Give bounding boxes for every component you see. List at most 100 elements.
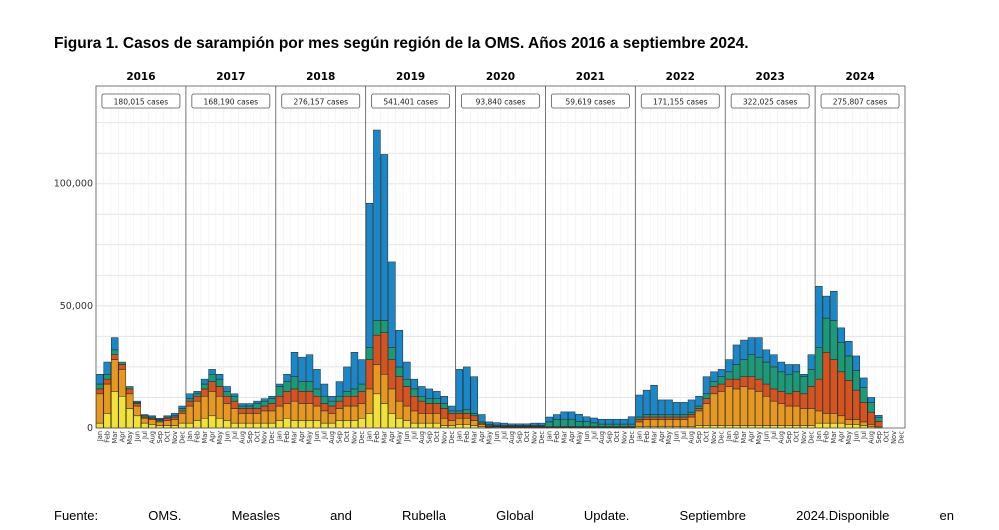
bar-segment-yellow	[140, 422, 149, 429]
x-tick-label: Jan	[635, 431, 643, 442]
bar-segment-red	[440, 408, 449, 419]
x-tick-label: Feb	[193, 431, 201, 443]
bar-segment-blue	[732, 344, 741, 365]
x-tick-label: Jul	[500, 431, 508, 440]
bar-segment-red	[762, 383, 771, 397]
x-tick-label: Jul	[321, 431, 329, 440]
bar-segment-green	[283, 381, 291, 392]
bar-segment-orange	[867, 424, 875, 428]
bar-segment-green	[373, 320, 381, 336]
x-tick-label: Nov	[441, 431, 449, 444]
bar-segment-orange	[837, 415, 846, 424]
x-tick-label: Oct	[253, 431, 261, 443]
x-tick-label: Feb	[823, 431, 831, 443]
bar-segment-yellow	[822, 422, 831, 429]
bar-segment-red	[875, 421, 883, 427]
bar-segment-orange	[328, 413, 336, 424]
bar-segment-orange	[680, 419, 688, 428]
bar-segment-red	[111, 354, 119, 360]
bar-segment-yellow	[245, 422, 254, 429]
bar-segment-blue	[815, 286, 823, 348]
source-footer: Fuente: OMS. Measles and Rubella Global Update…	[54, 508, 954, 523]
bar-segment-green	[350, 388, 359, 397]
bar-segment-blue	[702, 376, 711, 395]
bar-segment-green	[590, 422, 598, 427]
bar-segment-green	[830, 320, 838, 360]
x-tick-label: Dec	[358, 431, 366, 444]
bar-segment-orange	[155, 421, 164, 426]
bar-segment-orange	[253, 413, 261, 424]
bar-segment-blue	[200, 378, 209, 385]
bar-segment-red	[373, 334, 381, 365]
bar-segment-orange	[320, 410, 329, 424]
year-total-label: 275,807 cases	[833, 98, 888, 107]
bar-segment-blue	[103, 361, 111, 375]
bar-segment-green	[702, 393, 711, 399]
bar-segment-red	[695, 408, 703, 412]
x-tick-label: Dec	[448, 431, 456, 444]
bar-segment-blue	[567, 411, 576, 420]
bar-segment-blue	[478, 414, 486, 423]
x-tick-label: Feb	[103, 431, 111, 443]
x-tick-label: Feb	[463, 431, 471, 443]
bar-segment-green	[597, 423, 606, 427]
bar-segment-red	[193, 395, 201, 402]
bar-segment-orange	[695, 410, 703, 426]
bar-segment-red	[103, 378, 111, 385]
y-tick-label: 50,000	[60, 301, 93, 312]
bar-segment-blue	[260, 398, 269, 402]
x-tick-label: Feb	[733, 431, 741, 443]
bar-segment-orange	[350, 405, 359, 421]
x-tick-label: Nov	[710, 431, 718, 444]
bar-segment-blue	[305, 354, 314, 382]
x-tick-label: Jul	[231, 431, 239, 440]
x-tick-label: Jun	[673, 431, 681, 442]
bar-segment-blue	[178, 405, 186, 409]
bar-segment-green	[695, 405, 703, 409]
bar-segment-blue	[695, 395, 703, 407]
bar-segment-red	[313, 395, 321, 407]
bar-segment-blue	[320, 383, 329, 397]
footer-word: Septiembre	[679, 508, 747, 523]
bar-segment-red	[238, 408, 246, 414]
bar-segment-green	[867, 402, 875, 413]
bar-segment-yellow	[185, 422, 194, 429]
bar-segment-orange	[118, 369, 126, 397]
year-total-box	[461, 93, 540, 109]
bar-segment-green	[740, 359, 748, 377]
bar-segment-blue	[852, 355, 861, 371]
bar-segment-orange	[755, 391, 763, 426]
bar-segment-green	[215, 378, 224, 387]
bar-segment-red	[463, 413, 471, 419]
footer-word: and	[330, 508, 352, 523]
bar-segment-orange	[657, 419, 666, 428]
x-tick-label: Apr	[388, 431, 396, 443]
year-label: 2020	[486, 71, 515, 83]
bar-segment-green	[650, 414, 658, 418]
x-tick-label: Jan	[545, 431, 553, 442]
bar-segment-yellow	[208, 415, 216, 429]
bar-segment-blue	[223, 386, 231, 392]
x-tick-label: May	[665, 431, 673, 445]
bar-segment-red	[118, 364, 126, 370]
bar-segment-green	[612, 423, 621, 427]
bar-segment-orange	[148, 419, 156, 425]
bar-segment-red	[185, 400, 194, 407]
bar-segment-green	[343, 391, 351, 397]
bar-segment-green	[328, 400, 336, 407]
bar-segment-blue	[545, 416, 553, 423]
bar-segment-red	[275, 395, 284, 407]
x-tick-label: Oct	[613, 431, 621, 443]
x-tick-label: Jun	[403, 431, 411, 442]
bar-segment-red	[208, 381, 216, 392]
bar-segment-blue	[380, 154, 389, 321]
bar-segment-blue	[755, 337, 763, 358]
bar-segment-green	[298, 381, 306, 392]
bar-segment-red	[650, 416, 658, 420]
x-tick-label: Feb	[553, 431, 561, 443]
bar-segment-orange	[650, 419, 658, 428]
year-total-box	[101, 93, 181, 109]
bar-segment-yellow	[223, 420, 231, 429]
bar-segment-green	[687, 411, 696, 415]
x-tick-label: May	[575, 431, 583, 445]
